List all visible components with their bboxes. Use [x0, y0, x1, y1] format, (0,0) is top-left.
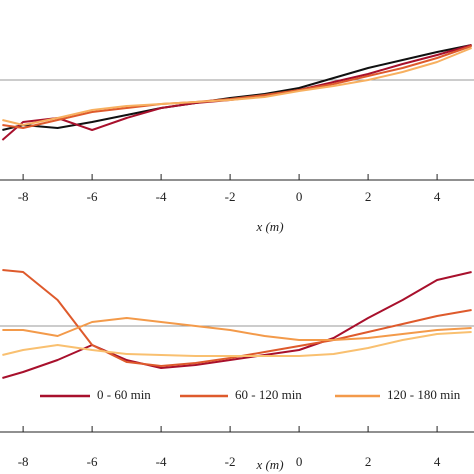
- x-tick-label: -4: [156, 454, 167, 469]
- x-tick-label: -2: [225, 454, 236, 469]
- x-tick-label: 0: [296, 189, 303, 204]
- series-line: [2, 271, 472, 379]
- x-axis-label: x (m): [255, 457, 283, 472]
- x-tick-label: 2: [365, 189, 372, 204]
- x-tick-label: 4: [434, 189, 441, 204]
- legend-label: 0 - 60 min: [97, 387, 151, 402]
- series-line: [2, 47, 472, 126]
- x-tick-label: -4: [156, 189, 167, 204]
- x-tick-label: -8: [18, 189, 29, 204]
- x-tick-label: -2: [225, 189, 236, 204]
- series-line: [2, 269, 472, 367]
- x-tick-label: -8: [18, 454, 29, 469]
- series-line: [2, 317, 472, 341]
- legend-label: 60 - 120 min: [235, 387, 302, 402]
- series-line: [2, 331, 472, 357]
- x-tick-label: 2: [365, 454, 372, 469]
- legend-label: 120 - 180 min: [387, 387, 461, 402]
- x-axis-label: x (m): [255, 219, 283, 234]
- x-tick-label: 0: [296, 454, 303, 469]
- series-line: [2, 45, 472, 129]
- x-tick-label: -6: [87, 189, 98, 204]
- x-tick-label: -6: [87, 454, 98, 469]
- x-tick-label: 4: [434, 454, 441, 469]
